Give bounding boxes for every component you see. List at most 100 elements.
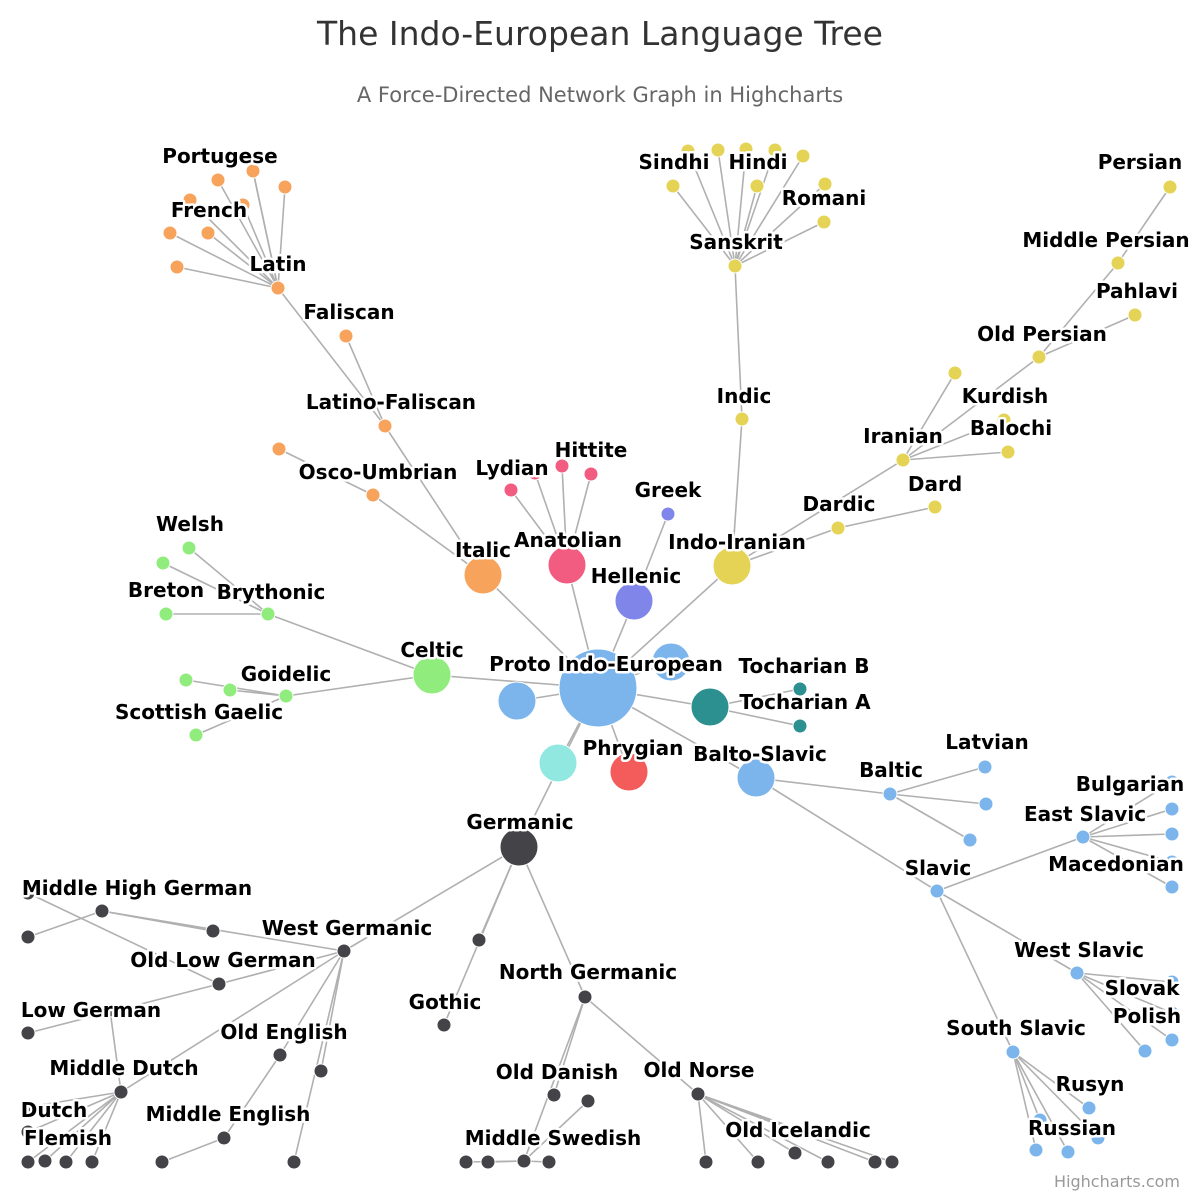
node-south-slavic-leaf-3[interactable] [1032,1112,1048,1128]
node-welsh[interactable] [181,540,197,556]
node-old-norse-leaf-1[interactable] [698,1154,714,1170]
node-greek[interactable] [660,506,676,522]
node-middle-dutch-leaf-5[interactable] [102,1002,118,1018]
node-branch-2[interactable] [651,642,691,682]
node-flemish[interactable] [37,1153,53,1169]
node-latin-leaf-2[interactable] [235,197,251,213]
node-latino-faliscan[interactable] [377,418,393,434]
node-old-icelandic[interactable] [787,1145,803,1161]
node-pahlavi[interactable] [1127,307,1143,323]
node-goidelic-leaf-2[interactable] [222,682,238,698]
credits-link[interactable]: Highcharts.com [1054,1172,1180,1191]
node-tocharian-a[interactable] [792,718,808,734]
node-old-persian[interactable] [1031,349,1047,365]
node-middle-swedish-leaf-1[interactable] [458,1154,474,1170]
node-russian[interactable] [1060,1144,1076,1160]
node-west-slavic-leaf-2[interactable] [1137,1043,1153,1059]
node-lydian[interactable] [503,482,519,498]
node-east-slavic-leaf-3[interactable] [1164,854,1180,870]
node-old-norse-leaf-5[interactable] [884,1154,900,1170]
node-sindhi[interactable] [665,178,681,194]
node-old-english[interactable] [272,1047,288,1063]
node-middle-persian[interactable] [1110,255,1126,271]
node-celtic[interactable] [412,655,452,695]
node-anatolian-leaf-1[interactable] [583,466,599,482]
node-iranian-leaf-1[interactable] [947,365,963,381]
node-south-slavic-leaf-2[interactable] [1090,1130,1106,1146]
node-kurdish[interactable] [996,412,1012,428]
node-east-slavic-leaf-1[interactable] [1164,774,1180,790]
node-old-norse-leaf-6[interactable] [788,1122,804,1138]
node-middle-swedish-leaf-3[interactable] [541,1154,557,1170]
node-dard[interactable] [927,499,943,515]
node-macedonian[interactable] [1164,879,1180,895]
node-middle-high-german[interactable] [94,903,110,919]
node-middle-english-leaf-1[interactable] [154,1154,170,1170]
node-goidelic[interactable] [278,688,294,704]
node-anatolian[interactable] [547,545,587,585]
node-sanskrit-leaf-6[interactable] [817,176,833,192]
node-balto-slavic[interactable] [736,758,776,798]
node-latin-leaf-6[interactable] [277,179,293,195]
node-portugese[interactable] [245,163,261,179]
node-phrygian[interactable] [609,752,649,792]
node-breton[interactable] [158,606,174,622]
node-old-norse-leaf-4[interactable] [867,1154,883,1170]
node-latin-leaf-4[interactable] [169,259,185,275]
node-sanskrit[interactable] [727,258,743,274]
node-west-germanic[interactable] [336,943,352,959]
node-albanian[interactable] [497,681,537,721]
node-hittite[interactable] [554,458,570,474]
node-west-slavic[interactable] [1069,965,1085,981]
node-sanskrit-leaf-5[interactable] [795,148,811,164]
node-dutch[interactable] [20,1099,36,1115]
node-middle-dutch-leaf-4[interactable] [84,1154,100,1170]
node-brythonic[interactable] [260,606,276,622]
node-balochi[interactable] [1000,444,1016,460]
node-baltic[interactable] [882,786,898,802]
node-latvian[interactable] [977,759,993,775]
node-middle-english[interactable] [216,1130,232,1146]
node-old-norse[interactable] [690,1086,706,1102]
node-persian[interactable] [1162,179,1178,195]
node-middle-swedish-leaf-2[interactable] [480,1154,496,1170]
node-low-german[interactable] [20,1025,36,1041]
node-proto-indo-european[interactable] [558,648,638,728]
node-latin-leaf-1[interactable] [182,192,198,208]
node-slavic[interactable] [929,883,945,899]
node-gothic[interactable] [436,1017,452,1033]
node-middle-swedish[interactable] [516,1153,532,1169]
node-middle-dutch[interactable] [113,1084,129,1100]
node-sanskrit-leaf-4[interactable] [767,142,783,158]
node-middle-dutch-leaf-1[interactable] [20,1124,36,1140]
node-east-slavic[interactable] [1075,829,1091,845]
node-latin[interactable] [270,280,286,296]
node-tocharian-b[interactable] [792,681,808,697]
node-indic[interactable] [734,411,750,427]
node-indo-iranian[interactable] [712,546,752,586]
node-west-germanic-leaf-1[interactable] [313,1063,329,1079]
node-baltic-leaf-2[interactable] [962,832,978,848]
node-italic[interactable] [463,555,503,595]
node-polish[interactable] [1164,1032,1180,1048]
node-tocharian[interactable] [690,687,730,727]
node-south-slavic[interactable] [1005,1044,1021,1060]
node-bulgarian[interactable] [1164,801,1180,817]
node-middle-high-german-leaf-2[interactable] [205,923,221,939]
node-middle-high-german-leaf-1[interactable] [20,929,36,945]
node-sanskrit-leaf-2[interactable] [710,142,726,158]
node-south-slavic-leaf-1[interactable] [1028,1142,1044,1158]
node-latin-leaf-5[interactable] [210,172,226,188]
node-latin-leaf-3[interactable] [162,225,178,241]
node-north-germanic[interactable] [577,989,593,1005]
node-sanskrit-leaf-1[interactable] [680,143,696,159]
node-slovak[interactable] [1164,1005,1180,1021]
node-rusyn[interactable] [1081,1100,1097,1116]
node-old-low-german-leaf-1[interactable] [20,885,36,901]
node-old-danish[interactable] [546,1087,562,1103]
node-germanic[interactable] [499,827,539,867]
node-old-norse-leaf-3[interactable] [820,1154,836,1170]
node-hellenic[interactable] [614,581,654,621]
node-west-germanic-leaf-2[interactable] [286,1154,302,1170]
node-east-slavic-leaf-2[interactable] [1164,826,1180,842]
